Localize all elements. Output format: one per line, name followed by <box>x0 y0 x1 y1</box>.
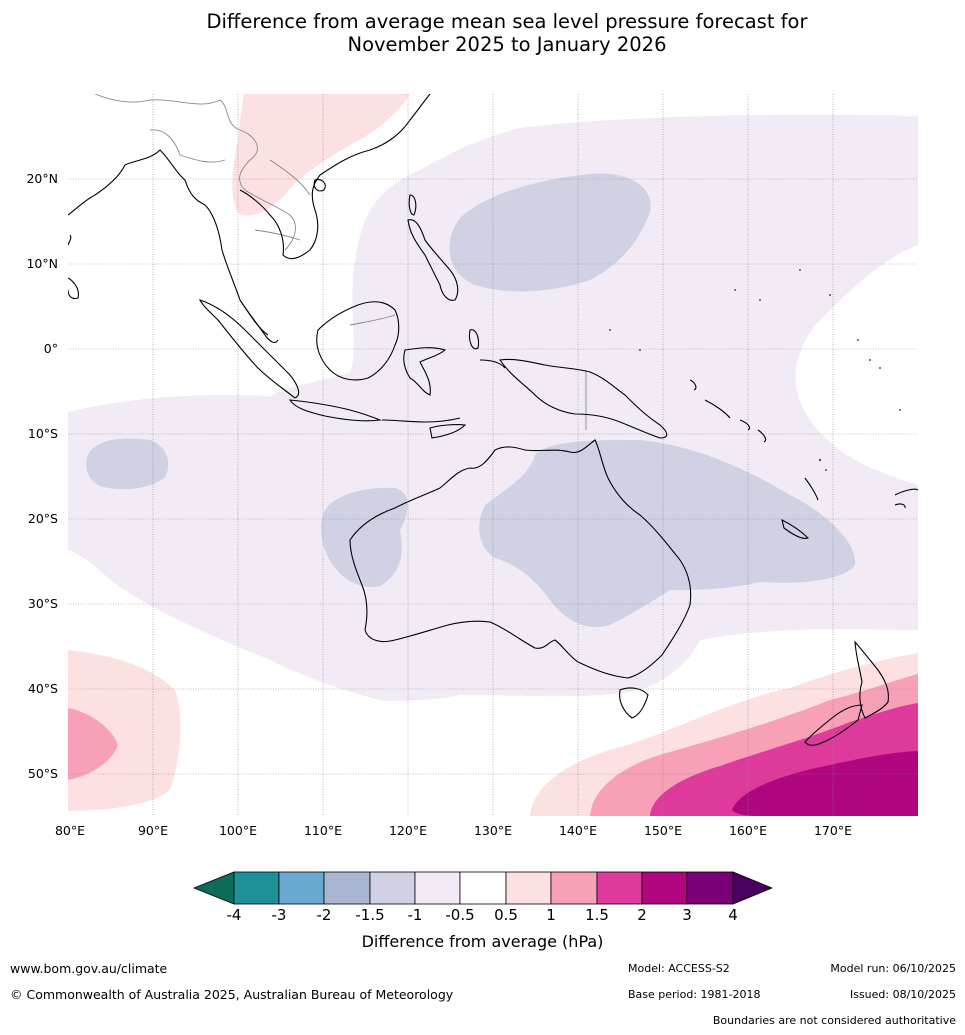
lon-label-160e: 160°E <box>728 823 767 838</box>
colorbar-tick: -3 <box>271 906 287 924</box>
model-run-date: Model run: 06/10/2025 <box>830 962 956 975</box>
colorbar-tick: 2 <box>637 906 647 924</box>
anomaly-region-minus-1-australia <box>479 440 856 628</box>
website-link[interactable]: www.bom.gov.au/climate <box>10 961 168 976</box>
anomaly-region-minus-1-indian <box>86 438 169 490</box>
colorbar-tick: -2 <box>316 906 332 924</box>
colorbar-bin <box>278 871 325 905</box>
lon-label-110e: 110°E <box>303 823 342 838</box>
lon-label-100e: 100°E <box>218 823 257 838</box>
colorbar-bin <box>233 871 280 905</box>
colorbar-bin <box>414 871 461 905</box>
colorbar-bin <box>323 871 371 905</box>
lat-label-30s: 30°S <box>27 596 58 611</box>
lat-label-50s: 50°S <box>27 766 58 781</box>
issued-date: Issued: 08/10/2025 <box>849 988 956 1001</box>
colorbar-tick: -4 <box>226 906 242 924</box>
lat-label-10n: 10°N <box>26 256 58 271</box>
colorbar <box>192 871 774 905</box>
colorbar-tick: -1.5 <box>355 906 385 924</box>
model-name: Model: ACCESS-S2 <box>628 962 730 975</box>
colorbar-tick: 4 <box>728 906 738 924</box>
colorbar-bin <box>686 871 734 905</box>
anomaly-region-plus-2-southeast <box>732 751 918 816</box>
copyright-text: © Commonwealth of Australia 2025, Austra… <box>10 987 454 1002</box>
anomaly-region-plus-0.5-southwest <box>68 650 181 811</box>
base-period: Base period: 1981-2018 <box>628 988 761 1001</box>
colorbar-bin <box>369 871 416 905</box>
map-title: Difference from average mean sea level p… <box>0 10 965 56</box>
anomaly-region-minus-1-pacific <box>449 173 651 292</box>
colorbar-tick: -1 <box>407 906 423 924</box>
anomaly-region-minus-1-westaus <box>321 487 408 588</box>
colorbar-extension-high <box>732 871 774 905</box>
boundaries-disclaimer: Boundaries are not considered authoritat… <box>712 1014 956 1027</box>
coastlines <box>68 94 918 746</box>
lon-label-150e: 150°E <box>643 823 682 838</box>
lon-label-170e: 170°E <box>813 823 852 838</box>
lat-label-0: 0° <box>43 341 58 356</box>
lat-label-10s: 10°S <box>27 426 58 441</box>
colorbar-bin <box>459 871 507 905</box>
title-line-1: Difference from average mean sea level p… <box>206 10 808 33</box>
lon-label-130e: 130°E <box>473 823 512 838</box>
colorbar-extension-low <box>192 871 235 905</box>
colorbar-bin <box>596 871 643 905</box>
anomaly-region-plus-0.5-asia <box>232 94 410 216</box>
lat-label-20s: 20°S <box>27 511 58 526</box>
graticule <box>68 94 918 816</box>
lon-label-80e: 80°E <box>54 823 86 838</box>
colorbar-tick: 3 <box>682 906 692 924</box>
country-borders <box>94 94 587 430</box>
colorbar-label: Difference from average (hPa) <box>361 932 604 951</box>
lon-label-120e: 120°E <box>388 823 427 838</box>
colorbar-bin <box>505 871 552 905</box>
title-line-2: November 2025 to January 2026 <box>347 33 667 56</box>
colorbar-tick: 1 <box>546 906 556 924</box>
colorbar-bin <box>641 871 688 905</box>
colorbar-tick: -0.5 <box>445 906 475 924</box>
colorbar-tick: 1.5 <box>585 906 609 924</box>
anomaly-region-plus-1-southwest <box>68 708 118 780</box>
lon-label-140e: 140°E <box>558 823 597 838</box>
lat-label-20n: 20°N <box>26 171 58 186</box>
small-islands <box>609 269 901 471</box>
colorbar-tick: 0.5 <box>494 906 518 924</box>
colorbar-bin <box>550 871 598 905</box>
lon-label-90e: 90°E <box>137 823 169 838</box>
lat-label-40s: 40°S <box>27 681 58 696</box>
